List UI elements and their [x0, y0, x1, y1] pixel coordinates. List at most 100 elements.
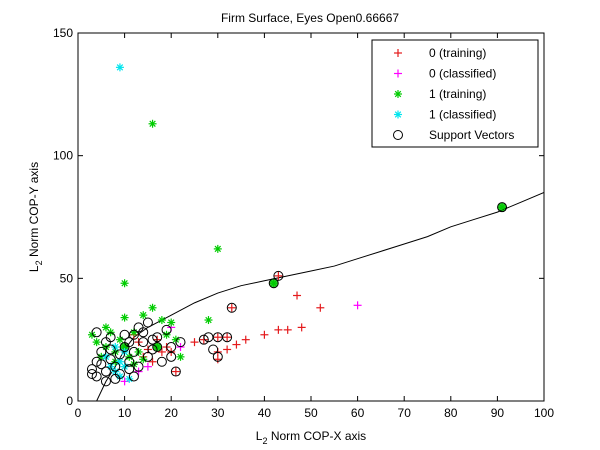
data-point-star [101, 323, 110, 332]
series-1-training- [87, 119, 507, 369]
support-vector-circle [175, 337, 186, 348]
data-point-plus [353, 301, 362, 310]
support-vector-circle [133, 361, 144, 372]
legend-marker-plus [394, 49, 402, 57]
legend-marker-circle [393, 130, 403, 140]
data-point-plus [274, 271, 283, 280]
support-vector-circle [147, 344, 158, 355]
y-axis: 0 50 100 150 [53, 26, 544, 408]
support-vector-circle [268, 278, 279, 289]
y-tick-label: 150 [53, 26, 73, 40]
support-vector-circle [497, 202, 508, 213]
support-vector-circle [114, 349, 125, 360]
support-vector-circle [91, 356, 102, 367]
decision-boundary-line [96, 192, 544, 401]
legend-entry-label: 1 (classified) [429, 108, 496, 122]
support-vector-circle [124, 364, 135, 375]
legend-marker-plus [394, 69, 402, 78]
data-point-plus [143, 362, 152, 371]
data-point-plus [232, 340, 241, 349]
support-vector-circle [166, 351, 177, 362]
support-vector-circle [91, 327, 102, 338]
support-vector-circle [128, 346, 139, 357]
data-point-star [167, 318, 176, 327]
x-axis-label-l: L [256, 429, 263, 443]
support-vector-circle [91, 371, 102, 382]
x-tick-label: 20 [165, 406, 179, 420]
data-point-plus [293, 291, 302, 300]
data-point-star [115, 63, 124, 72]
data-point-star [176, 352, 185, 361]
data-point-star [87, 330, 96, 339]
support-vector-circle [142, 351, 153, 362]
data-point-star [120, 279, 129, 288]
support-vector-circle [138, 337, 149, 348]
x-tick-label: 60 [351, 406, 365, 420]
y-axis-label: L2 Norm COP-Y axis [27, 162, 44, 272]
y-axis-label-l: L [27, 265, 41, 272]
data-point-star [269, 279, 278, 288]
support-vector-circle [222, 332, 233, 343]
support-vector-circle [110, 361, 121, 372]
support-vector-circle [161, 324, 172, 335]
x-axis-label: L2 Norm COP-X axis [256, 429, 366, 446]
support-vector-circle [86, 364, 97, 375]
support-vector-circle [119, 329, 130, 340]
y-tick-label: 100 [53, 149, 73, 163]
support-vector-circle [156, 356, 167, 367]
y-tick-label: 0 [66, 394, 73, 408]
support-vector-circle [124, 337, 135, 348]
data-point-plus [241, 335, 250, 344]
data-point-plus [297, 323, 306, 332]
support-vector-circle [152, 332, 163, 343]
support-vector-circle [100, 376, 111, 387]
data-point-star [139, 311, 148, 320]
data-point-star [148, 303, 157, 312]
legend-entry-label: Support Vectors [429, 128, 514, 142]
data-point-star [204, 316, 213, 325]
data-point-star [111, 343, 120, 352]
x-tick-label: 90 [491, 406, 505, 420]
data-point-plus [274, 325, 283, 334]
x-tick-label: 80 [444, 406, 458, 420]
data-point-star [498, 203, 507, 212]
data-point-plus [213, 333, 222, 342]
legend-marker-star [394, 90, 402, 98]
data-point-plus [213, 355, 222, 364]
x-axis: 0 10 20 30 40 50 60 70 80 90 100 [75, 33, 554, 420]
support-vector-circle [208, 344, 219, 355]
x-tick-label: 10 [118, 406, 132, 420]
support-vector-circle [114, 369, 125, 380]
x-tick-label: 70 [398, 406, 412, 420]
data-point-star [129, 328, 138, 337]
data-point-plus [316, 303, 325, 312]
data-point-plus [171, 367, 180, 376]
data-point-plus [260, 330, 269, 339]
support-vector-circle [124, 356, 135, 367]
data-point-plus [157, 347, 166, 356]
data-point-plus [223, 333, 232, 342]
x-tick-label: 40 [258, 406, 272, 420]
support-vector-circle [147, 334, 158, 345]
data-point-star [101, 352, 110, 361]
support-vector-circle [212, 351, 223, 362]
data-point-plus [148, 357, 157, 366]
y-axis-label-subscript: 2 [34, 260, 44, 265]
data-point-plus [227, 303, 236, 312]
data-point-star [120, 313, 129, 322]
chart-title: Firm Surface, Eyes Open0.66667 [221, 11, 399, 25]
x-tick-label: 50 [304, 406, 318, 420]
data-point-star [115, 335, 124, 344]
y-axis-label-text: Norm COP-Y axis [27, 162, 41, 260]
y-tick-label: 50 [60, 271, 74, 285]
data-layer [86, 63, 544, 401]
legend-entry-label: 1 (training) [429, 87, 486, 101]
data-point-star [92, 338, 101, 347]
data-point-star [148, 119, 157, 128]
support-vector-circle [100, 366, 111, 377]
support-vector-circle [138, 327, 149, 338]
series-support-vectors [86, 202, 508, 387]
support-vector-circle [226, 302, 237, 313]
support-vector-circle [198, 334, 209, 345]
support-vector-circle [105, 344, 116, 355]
